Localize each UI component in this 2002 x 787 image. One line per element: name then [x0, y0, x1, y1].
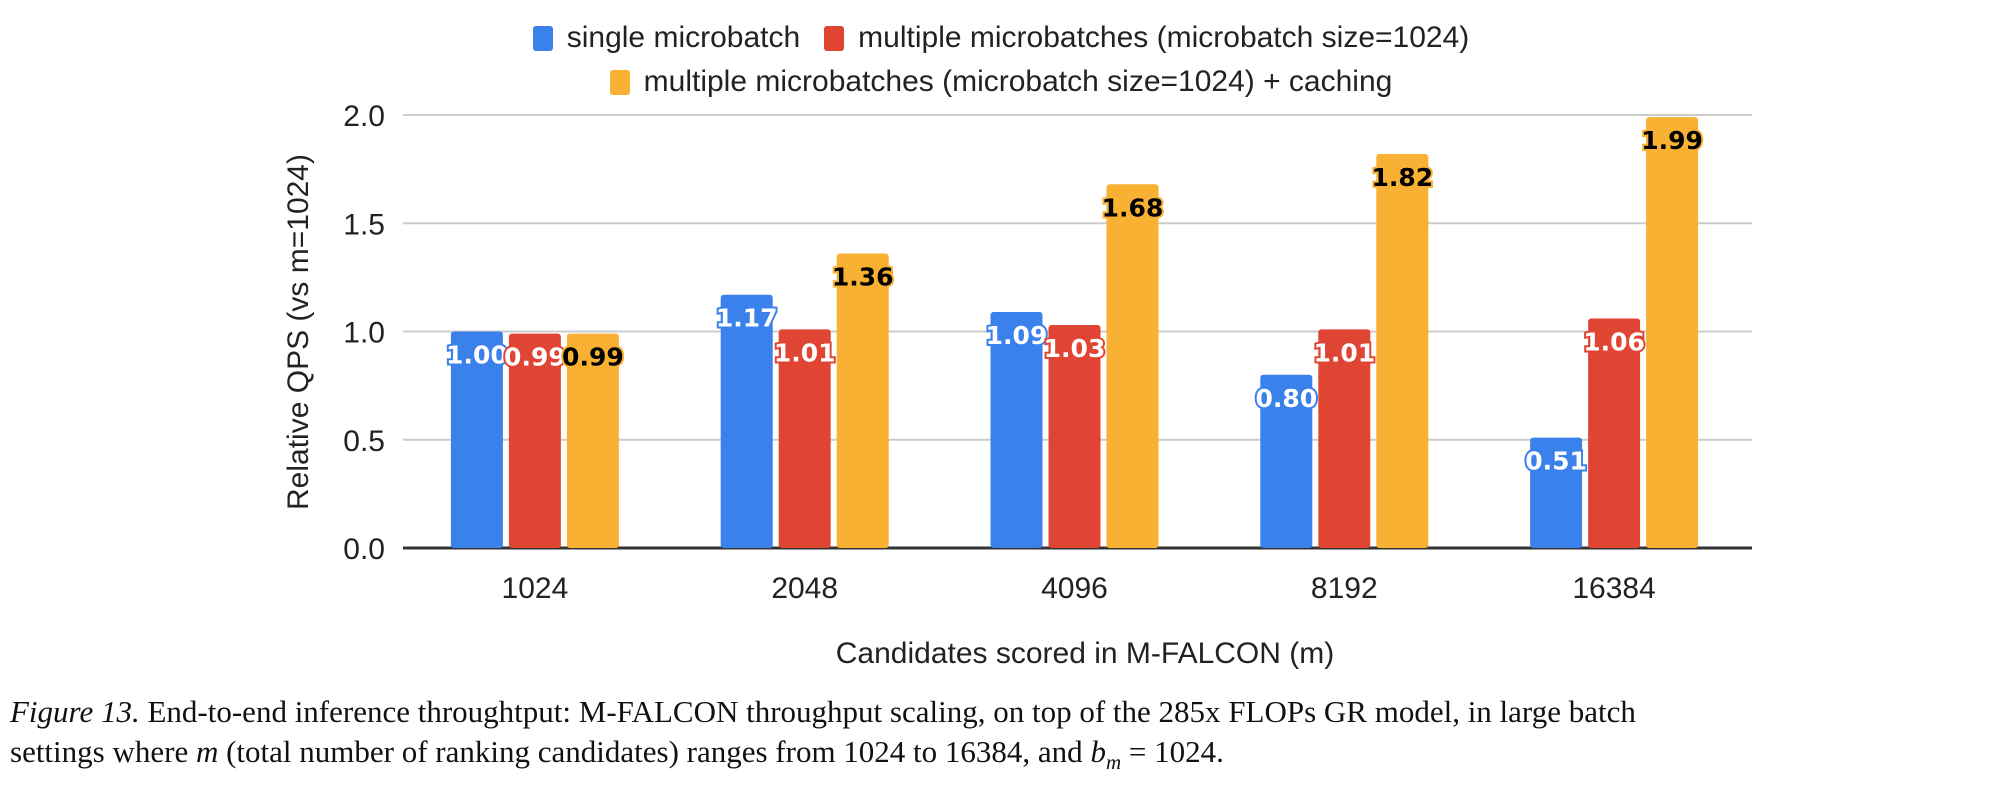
legend-item-multiple-microbatches: multiple microbatches (microbatch size=1…	[824, 21, 1469, 55]
y-tick-label: 1.0	[343, 317, 385, 350]
data-label: 1.82	[1371, 163, 1433, 192]
x-tick-label: 2048	[771, 572, 838, 605]
bar-multiple-microbatches-microbatch-size-1024-caching-2048	[836, 253, 889, 548]
bar-single-microbatch-2048	[720, 294, 773, 548]
y-tick-label: 2.0	[343, 100, 385, 133]
x-axis-title: Candidates scored in M-FALCON (m)	[836, 637, 1335, 670]
bar-multiple-microbatches-microbatch-size-1024-4096	[1048, 325, 1101, 548]
bar-single-microbatch-4096	[990, 312, 1043, 548]
legend-label: single microbatch	[566, 21, 801, 54]
legend-item-single-microbatch: single microbatch	[532, 21, 801, 55]
bar-single-microbatch-8192	[1260, 374, 1313, 548]
caption-math-b: b	[1090, 734, 1106, 769]
legend-swatch-single-microbatch	[532, 25, 553, 51]
data-label: 0.51	[1525, 447, 1587, 476]
bar-multiple-microbatches-microbatch-size-1024-1024	[508, 333, 561, 548]
data-label: 1.09	[986, 321, 1048, 350]
bar-single-microbatch-16384	[1530, 437, 1583, 548]
figure-label: Figure 13.	[10, 694, 140, 729]
legend-label: multiple microbatches (microbatch size=1…	[643, 65, 1393, 98]
legend-swatch-caching	[609, 69, 630, 95]
data-label: 1.03	[1044, 334, 1106, 363]
data-label: 0.99	[504, 343, 566, 372]
bar-single-microbatch-1024	[450, 331, 503, 548]
data-label: 0.99	[562, 343, 624, 372]
bar-chart: 0.00.51.01.52.0 1.000.990.991.171.011.36…	[282, 100, 1752, 670]
x-tick-label: 16384	[1572, 572, 1655, 605]
bar-multiple-microbatches-microbatch-size-1024-16384	[1588, 318, 1641, 548]
bar-multiple-microbatches-microbatch-size-1024-8192	[1318, 329, 1371, 548]
y-axis-title: Relative QPS (vs m=1024)	[282, 154, 315, 510]
bar-multiple-microbatches-microbatch-size-1024-caching-4096	[1106, 184, 1159, 548]
legend-label: multiple microbatches (microbatch size=1…	[858, 21, 1470, 54]
bar-multiple-microbatches-microbatch-size-1024-caching-16384	[1646, 117, 1699, 548]
data-label: 1.00	[446, 341, 508, 370]
data-label: 1.06	[1583, 328, 1645, 357]
y-tick-label: 1.5	[343, 208, 385, 241]
caption-text: (total number of ranking candidates) ran…	[218, 734, 1091, 769]
x-tick-label: 1024	[502, 572, 569, 605]
legend-item-caching: multiple microbatches (microbatch size=1…	[609, 65, 1393, 99]
bar-multiple-microbatches-microbatch-size-1024-caching-1024	[566, 333, 619, 548]
caption-math-subscript: m	[1105, 750, 1122, 775]
x-tick-label: 8192	[1311, 572, 1378, 605]
y-tick-label: 0.5	[343, 425, 385, 458]
data-label: 1.99	[1641, 126, 1703, 155]
caption-line1: End-to-end inference throughtput: M-FALC…	[139, 694, 1636, 729]
bar-multiple-microbatches-microbatch-size-1024-caching-8192	[1376, 153, 1429, 548]
caption-math-m: m	[195, 734, 219, 769]
chart-legend: single microbatch multiple microbatches …	[0, 18, 2002, 102]
x-tick-label: 4096	[1041, 572, 1108, 605]
figure-caption: Figure 13. End-to-end inference throught…	[10, 692, 2000, 782]
y-tick-label: 0.0	[343, 533, 385, 566]
legend-swatch-multiple-microbatches	[824, 25, 845, 51]
data-label: 1.36	[832, 263, 894, 292]
caption-text: = 1024.	[1121, 734, 1224, 769]
data-label: 1.01	[1313, 338, 1375, 367]
data-label: 1.17	[716, 304, 778, 333]
bar-multiple-microbatches-microbatch-size-1024-2048	[778, 329, 831, 548]
data-label: 1.68	[1102, 193, 1164, 222]
data-label: 1.01	[774, 338, 836, 367]
data-label: 0.80	[1255, 384, 1317, 413]
caption-text: settings where	[10, 734, 196, 769]
